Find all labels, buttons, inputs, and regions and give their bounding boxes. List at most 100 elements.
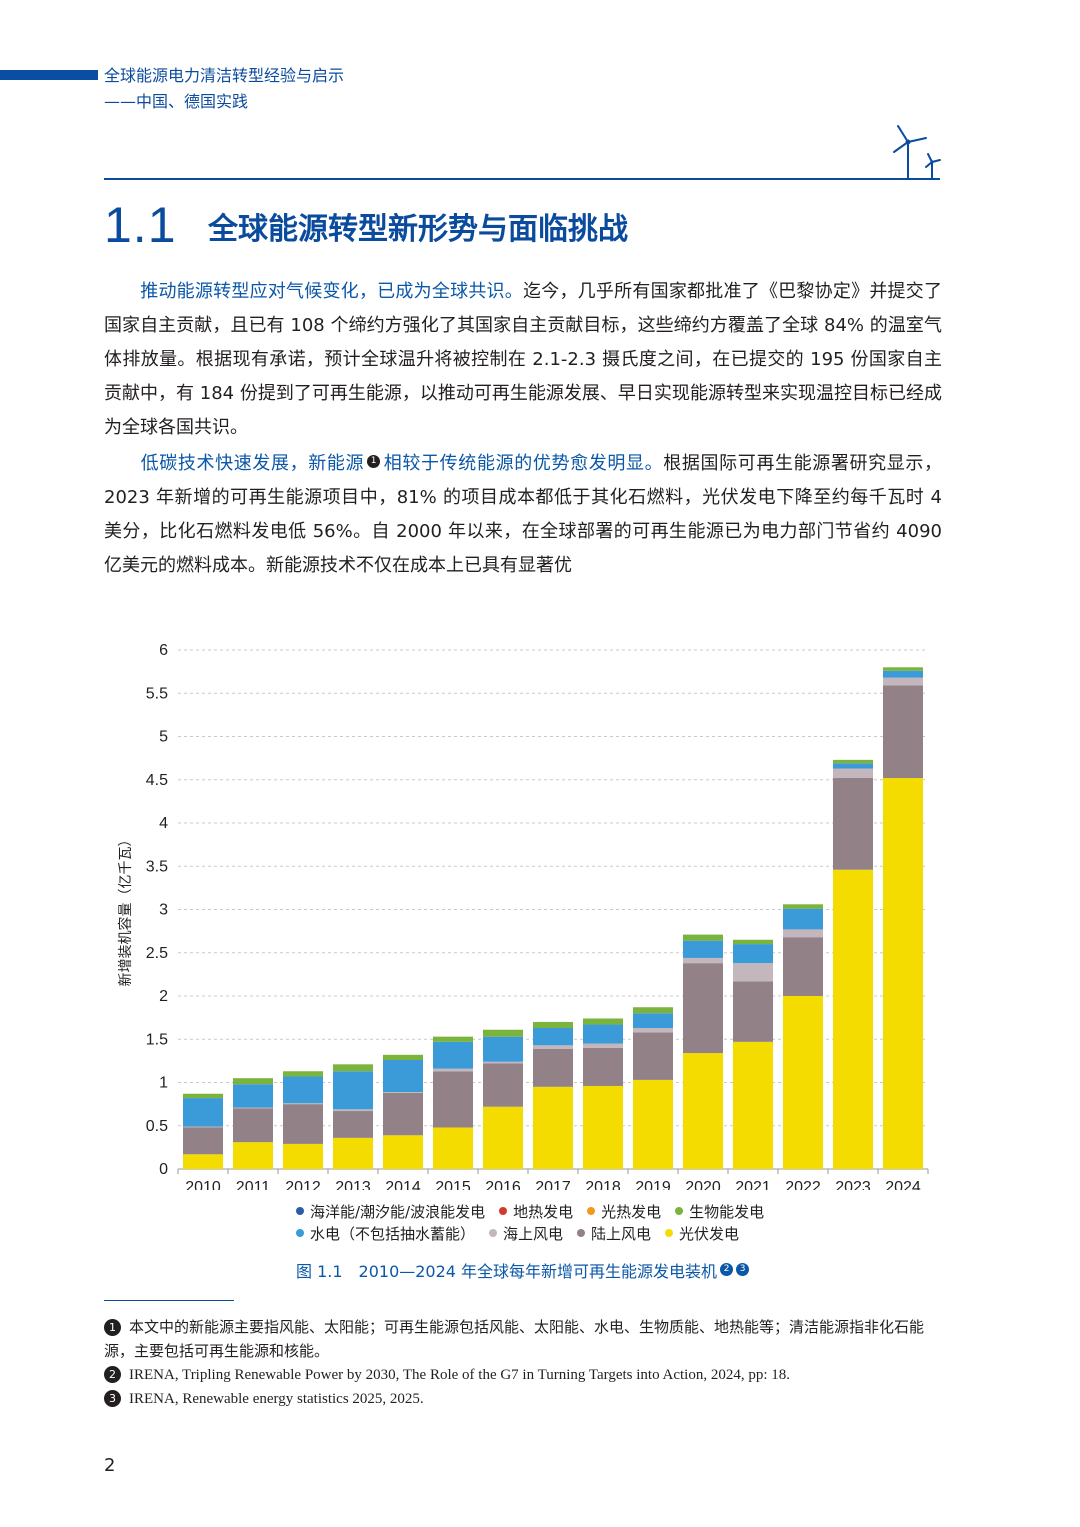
bar-segment bbox=[433, 1071, 473, 1128]
legend-item: 光伏发电 bbox=[665, 1222, 739, 1244]
running-header-title: 全球能源电力清洁转型经验与启示 bbox=[104, 66, 345, 85]
bar-segment bbox=[183, 1098, 223, 1127]
y-tick-label: 2.5 bbox=[146, 945, 168, 962]
footnote-divider bbox=[104, 1300, 234, 1301]
bar-segment bbox=[783, 996, 823, 1169]
bar-segment bbox=[433, 1068, 473, 1072]
y-axis-label: 新增装机容量（亿千瓦） bbox=[117, 833, 134, 987]
legend-label: 地热发电 bbox=[513, 1202, 574, 1221]
footnote-2-text: IRENA, Tripling Renewable Power by 2030,… bbox=[129, 1367, 791, 1383]
header-accent-bar bbox=[0, 70, 98, 80]
bar-segment bbox=[333, 1064, 373, 1072]
section-number: 1.1 bbox=[104, 197, 177, 253]
paragraph-1-body: 迄今，几乎所有国家都批准了《巴黎协定》并提交了国家自主贡献，且已有 108 个缔… bbox=[104, 281, 942, 438]
legend-swatch bbox=[296, 1207, 304, 1215]
legend-swatch bbox=[587, 1207, 596, 1215]
bar-segment bbox=[783, 937, 823, 996]
legend-label: 陆上风电 bbox=[591, 1224, 652, 1243]
bar-segment bbox=[183, 1127, 223, 1155]
legend-swatch bbox=[577, 1229, 586, 1237]
bar-segment bbox=[533, 1045, 573, 1049]
legend-label: 光伏发电 bbox=[679, 1224, 740, 1243]
bar-segment bbox=[833, 768, 873, 779]
legend-item: 地热发电 bbox=[499, 1200, 573, 1222]
bar-segment bbox=[333, 1111, 373, 1138]
bar-segment bbox=[883, 778, 923, 1169]
footnote-3-text: IRENA, Renewable energy statistics 2025,… bbox=[129, 1391, 424, 1407]
bar-segment bbox=[233, 1084, 273, 1108]
x-tick-label: 2021 bbox=[735, 1179, 771, 1190]
y-tick-label: 3.5 bbox=[146, 858, 168, 875]
wind-turbine-icon bbox=[893, 125, 941, 179]
bar-segment bbox=[633, 1013, 673, 1029]
footnote-3: 3 IRENA, Renewable energy statistics 2025… bbox=[104, 1387, 942, 1411]
bar-segment bbox=[833, 869, 873, 1169]
bar-segment bbox=[883, 667, 923, 671]
bar-segment bbox=[383, 1054, 423, 1061]
y-tick-label: 3 bbox=[159, 902, 168, 919]
bar-segment bbox=[883, 670, 923, 678]
bar-segment bbox=[383, 1092, 423, 1136]
bar-segment bbox=[883, 677, 923, 686]
x-tick-label: 2014 bbox=[385, 1179, 421, 1190]
footnote-ref-3[interactable]: 3 bbox=[736, 1263, 750, 1276]
y-tick-label: 5.5 bbox=[146, 685, 168, 702]
legend-swatch bbox=[296, 1229, 304, 1237]
footnote-ref-2[interactable]: 2 bbox=[720, 1263, 734, 1276]
bar-segment bbox=[783, 908, 823, 930]
footnote-ref-1[interactable]: 1 bbox=[367, 455, 381, 468]
legend-item: 水电（不包括抽水蓄能） bbox=[296, 1222, 475, 1244]
x-tick-label: 2016 bbox=[485, 1179, 521, 1190]
bar-segment bbox=[433, 1036, 473, 1042]
paragraph-2: 低碳技术快速发展，新能源 1 相较于传统能源的优势愈发明显。根据国际可再生能源署研究… bbox=[104, 447, 942, 583]
bar-segment bbox=[583, 1047, 623, 1086]
bar-segment bbox=[183, 1093, 223, 1099]
bar-segment bbox=[833, 778, 873, 870]
bar-segment bbox=[233, 1078, 273, 1085]
footnote-badge-2: 2 bbox=[104, 1366, 121, 1383]
bar-segment bbox=[183, 1126, 223, 1128]
bar-segment bbox=[233, 1107, 273, 1109]
header-divider bbox=[104, 178, 940, 180]
bar-segment bbox=[233, 1142, 273, 1169]
bar-segment bbox=[733, 939, 773, 945]
bar-segment bbox=[383, 1135, 423, 1169]
legend-label: 光热发电 bbox=[601, 1202, 662, 1221]
bar-segment bbox=[283, 1103, 323, 1105]
legend-swatch bbox=[489, 1229, 498, 1237]
footnote-2: 2 IRENA, Tripling Renewable Power by 2030… bbox=[104, 1363, 942, 1387]
legend-swatch bbox=[675, 1207, 684, 1215]
legend-item: 光热发电 bbox=[587, 1200, 661, 1222]
y-tick-label: 1 bbox=[159, 1075, 168, 1092]
x-tick-label: 2024 bbox=[885, 1179, 921, 1190]
legend-label: 海洋能/潮汐能/波浪能发电 bbox=[310, 1202, 486, 1221]
x-tick-label: 2022 bbox=[785, 1179, 821, 1190]
bar-segment bbox=[733, 963, 773, 982]
y-tick-label: 6 bbox=[159, 642, 168, 659]
legend-label: 水电（不包括抽水蓄能） bbox=[310, 1224, 476, 1243]
bar-segment bbox=[183, 1154, 223, 1169]
bar-segment bbox=[433, 1041, 473, 1069]
footnote-badge-3: 3 bbox=[104, 1390, 121, 1407]
legend-label: 海上风电 bbox=[503, 1224, 564, 1243]
bar-segment bbox=[533, 1086, 573, 1169]
bar-segment bbox=[233, 1108, 273, 1143]
bar-segment bbox=[583, 1024, 623, 1044]
bar-segment bbox=[333, 1109, 373, 1112]
x-tick-label: 2020 bbox=[685, 1179, 721, 1190]
y-tick-label: 5 bbox=[159, 729, 168, 746]
running-header-subtitle: ——中国、德国实践 bbox=[104, 92, 249, 111]
bar-segment bbox=[683, 940, 723, 958]
x-tick-label: 2010 bbox=[185, 1179, 221, 1190]
paragraph-1-lead: 推动能源转型应对气候变化，已成为全球共识。 bbox=[140, 281, 523, 302]
y-tick-label: 0.5 bbox=[146, 1118, 168, 1135]
paragraph-2-body: 根据国际可再生能源署研究显示，2023 年新增的可再生能源项目中，81% 的项目… bbox=[104, 453, 943, 576]
y-tick-label: 1.5 bbox=[146, 1031, 168, 1048]
bar-segment bbox=[283, 1104, 323, 1144]
bar-segment bbox=[783, 929, 823, 938]
y-tick-label: 4 bbox=[159, 815, 168, 832]
bar-segment bbox=[683, 963, 723, 1054]
bar-segment bbox=[633, 1028, 673, 1033]
y-tick-label: 4.5 bbox=[146, 772, 168, 789]
figure-caption: 图 1.1 2010—2024 年全球每年新增可再生能源发电装机 2 3 bbox=[296, 1258, 752, 1282]
